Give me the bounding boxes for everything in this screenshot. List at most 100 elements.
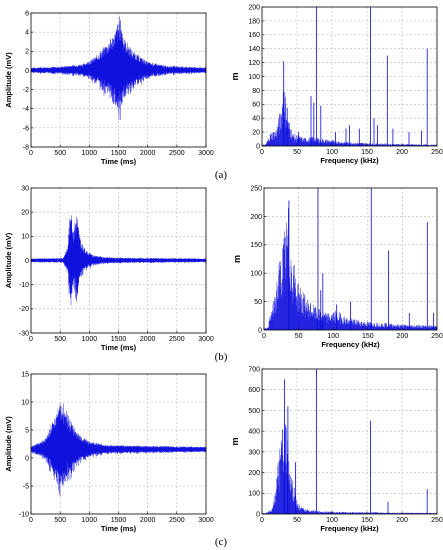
- y-tick-label: 120: [248, 60, 260, 67]
- y-tick-label: 60: [252, 102, 260, 109]
- y-tick-label: 700: [248, 366, 260, 373]
- y-tick-label: 4: [25, 30, 29, 37]
- y-tick-label: -20: [19, 306, 29, 313]
- x-tick-label: 100: [326, 517, 338, 524]
- y-tick-label: -4: [23, 106, 29, 113]
- series-marks: [30, 16, 207, 121]
- y-tick-label: 0: [25, 455, 29, 462]
- y-tick-label: 10: [21, 399, 29, 406]
- series-marks: [261, 369, 438, 514]
- x-tick-label: 200: [396, 517, 408, 524]
- x-axis-title: Time (ms): [101, 157, 137, 166]
- y-tick-label: 100: [248, 491, 260, 498]
- x-tick-label: 250: [431, 149, 443, 156]
- x-tick-label: 500: [54, 150, 66, 157]
- y-tick-label: 15: [21, 371, 29, 378]
- y-tick-label: 250: [250, 185, 262, 192]
- y-tick-label: -6: [23, 125, 29, 132]
- y-tick-label: 10: [21, 234, 29, 241]
- x-tick-label: 2500: [169, 336, 185, 343]
- y-tick-label: 20: [21, 210, 29, 217]
- y-tick-label: 6: [25, 10, 29, 17]
- y-tick-label: 0: [25, 68, 29, 75]
- y-tick-label: 200: [248, 470, 260, 477]
- series-marks: [261, 7, 438, 146]
- x-tick-label: 150: [361, 517, 373, 524]
- x-tick-label: 0: [29, 517, 33, 524]
- x-tick-label: 100: [327, 333, 339, 340]
- x-tick-label: 0: [260, 149, 264, 156]
- x-tick-label: 1000: [82, 336, 98, 343]
- signal-waveform: [30, 16, 207, 121]
- x-tick-label: 100: [326, 149, 338, 156]
- y-tick-label: 100: [248, 74, 260, 81]
- x-tick-label: 250: [431, 517, 443, 524]
- chart-panel-b-spectrum: 0 50 100 150 200 250 0 50 100 150 200 250 Frequency …: [232, 185, 443, 349]
- chart-panel-a-spectrum: 0 50 100 150 200 250 0 20 40 60 80 100 120 140 160 180 2…: [230, 4, 443, 165]
- x-tick-label: 3000: [198, 150, 214, 157]
- y-tick-label: 0: [256, 143, 260, 150]
- y-axis-title: m: [232, 255, 242, 263]
- y-tick-label: 180: [248, 18, 260, 25]
- x-tick-label: 250: [431, 333, 443, 340]
- x-tick-label: 0: [262, 333, 266, 340]
- x-tick-label: 1000: [82, 150, 98, 157]
- x-tick-label: 0: [260, 517, 264, 524]
- chart-panel-c-time: 0 500 1000 1500 2000 2500 3000 -10 -5 0 5 10 15 Time …: [4, 371, 214, 533]
- x-tick-label: 1500: [111, 336, 127, 343]
- y-tick-label: 400: [248, 429, 260, 436]
- y-tick-label: 160: [248, 32, 260, 39]
- x-tick-label: 2500: [169, 517, 185, 524]
- y-tick-label: 20: [252, 130, 260, 137]
- y-tick-label: 200: [248, 4, 260, 11]
- y-tick-label: -30: [19, 330, 29, 337]
- y-tick-label: 0: [25, 258, 29, 265]
- x-tick-label: 50: [293, 149, 301, 156]
- y-tick-label: 200: [250, 214, 262, 221]
- x-tick-label: 2000: [140, 517, 156, 524]
- panel-label-b: (b): [215, 351, 228, 363]
- y-tick-label: 5: [25, 427, 29, 434]
- x-tick-label: 2000: [140, 336, 156, 343]
- x-tick-label: 0: [29, 150, 33, 157]
- y-tick-label: 100: [250, 271, 262, 278]
- chart-panel-b-time: 0 500 1000 1500 2000 2500 3000 -30 -20 -10 0 10 20 30…: [4, 185, 214, 352]
- x-tick-label: 1000: [82, 517, 98, 524]
- y-axis-title: Amplitude (mV): [4, 232, 13, 288]
- x-axis-title: Frequency (kHz): [320, 524, 379, 533]
- x-axis-title: Time (ms): [101, 343, 137, 352]
- y-tick-label: 140: [248, 46, 260, 53]
- panel-label-a: (a): [215, 169, 228, 181]
- y-tick-label: -10: [19, 282, 29, 289]
- series-marks: [263, 188, 438, 330]
- x-tick-label: 1500: [111, 517, 127, 524]
- y-axis-title: m: [230, 72, 240, 80]
- x-tick-label: 500: [54, 336, 66, 343]
- chart-panel-a-time: 0 500 1000 1500 2000 2500 3000 -8 -6 -4 -2 0 2 4 6 Time…: [4, 10, 214, 166]
- y-tick-label: -5: [23, 483, 29, 490]
- y-tick-label: 500: [248, 408, 260, 415]
- x-tick-label: 3000: [198, 336, 214, 343]
- y-tick-label: 40: [252, 116, 260, 123]
- y-axis-title: m: [230, 437, 240, 445]
- x-tick-label: 150: [361, 149, 373, 156]
- y-tick-label: -8: [23, 144, 29, 151]
- y-tick-label: 30: [21, 185, 29, 192]
- y-tick-label: 50: [254, 299, 262, 306]
- y-axis-title: Amplitude (mV): [4, 52, 13, 108]
- y-tick-label: 600: [248, 387, 260, 394]
- x-tick-label: 150: [362, 333, 374, 340]
- x-tick-label: 3000: [198, 517, 214, 524]
- y-tick-label: 150: [250, 242, 262, 249]
- y-tick-label: 0: [258, 327, 262, 334]
- x-tick-label: 2500: [169, 150, 185, 157]
- y-tick-label: 0: [256, 511, 260, 518]
- x-tick-label: 50: [295, 333, 303, 340]
- x-tick-label: 200: [397, 333, 409, 340]
- y-axis-title: Amplitude (mV): [4, 416, 13, 472]
- y-tick-label: 2: [25, 49, 29, 56]
- y-tick-label: -10: [19, 511, 29, 518]
- x-tick-label: 500: [54, 517, 66, 524]
- y-tick-label: 300: [248, 449, 260, 456]
